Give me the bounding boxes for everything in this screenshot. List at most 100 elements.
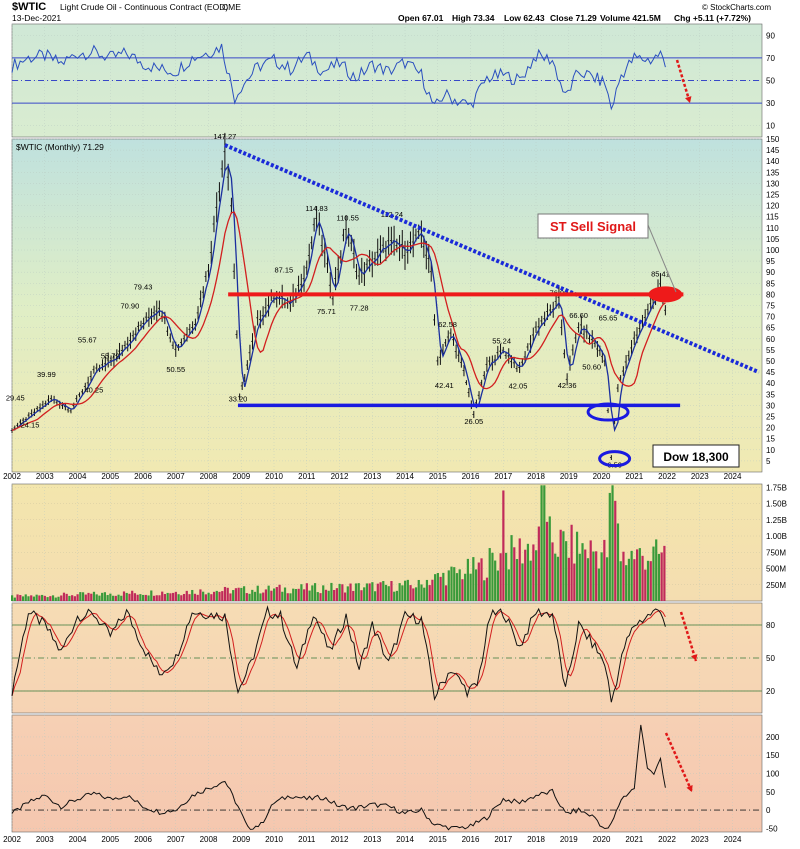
price-tick-label: 20 bbox=[766, 424, 775, 433]
price-tick-label: 10 bbox=[766, 446, 775, 455]
volume-bar bbox=[106, 595, 109, 601]
volume-bar bbox=[319, 593, 322, 601]
volume-bar bbox=[390, 581, 393, 601]
volume-bar bbox=[273, 588, 276, 601]
volume-bar bbox=[663, 545, 666, 601]
stochastic-line bbox=[11, 605, 666, 703]
year-tick-label: 2007 bbox=[167, 472, 185, 481]
price-tick-label: 80 bbox=[766, 290, 775, 299]
volume-bar bbox=[466, 558, 469, 601]
year-tick-label: 2005 bbox=[101, 835, 119, 844]
volume-bar bbox=[172, 592, 175, 601]
price-data-label: 42.41 bbox=[435, 381, 454, 390]
volume-bar bbox=[101, 592, 104, 601]
volume-bar bbox=[122, 591, 126, 601]
price-data-label: 42.36 bbox=[558, 381, 577, 390]
volume-bar bbox=[450, 566, 453, 601]
volume-bar bbox=[436, 572, 439, 601]
volume-tick-label: 1.50B bbox=[766, 500, 787, 509]
volume-bar bbox=[494, 560, 497, 601]
volume-bar bbox=[600, 552, 603, 601]
volume-bar bbox=[455, 573, 459, 601]
volume-bar bbox=[16, 594, 19, 601]
volume-bar bbox=[603, 539, 606, 601]
year-tick-label: 2003 bbox=[36, 472, 54, 481]
chart-date: 13-Dec-2021 bbox=[12, 13, 61, 23]
rsi-tick-label: 10 bbox=[766, 122, 775, 131]
roc-line bbox=[11, 724, 666, 831]
volume-bar bbox=[38, 595, 41, 601]
volume-tick-label: 1.00B bbox=[766, 532, 787, 541]
year-tick-label: 2006 bbox=[134, 472, 152, 481]
volume-bar bbox=[223, 586, 227, 601]
volume-bar bbox=[570, 524, 573, 601]
volume-bar bbox=[155, 595, 158, 601]
volume-bar bbox=[136, 594, 139, 601]
volume-bar bbox=[480, 558, 483, 601]
volume-bar bbox=[322, 585, 325, 601]
volume-bar bbox=[76, 594, 79, 601]
price-data-label: 50.60 bbox=[582, 363, 601, 372]
volume-bar bbox=[535, 550, 538, 601]
volume-bar bbox=[524, 549, 527, 601]
volume-bar bbox=[458, 569, 461, 601]
price-tick-label: 45 bbox=[766, 368, 775, 377]
volume-bar bbox=[586, 558, 590, 601]
volume-bar bbox=[474, 569, 478, 601]
volume-bar bbox=[300, 584, 303, 601]
volume-bar bbox=[592, 551, 595, 601]
price-data-label: 70.90 bbox=[121, 302, 140, 311]
volume-bar bbox=[202, 591, 205, 601]
volume-bar bbox=[147, 595, 150, 601]
volume-bar bbox=[444, 585, 448, 601]
price-tick-label: 150 bbox=[766, 135, 780, 144]
volume-bar bbox=[196, 594, 199, 601]
rsi-line bbox=[11, 43, 666, 111]
volume-bar bbox=[24, 594, 27, 601]
volume-bar bbox=[144, 594, 147, 601]
volume-bar bbox=[434, 574, 437, 601]
volume-bar bbox=[412, 588, 415, 601]
dow-label: Dow 18,300 bbox=[663, 450, 729, 464]
price-tick-label: 95 bbox=[766, 257, 775, 266]
year-tick-label: 2020 bbox=[593, 472, 611, 481]
volume-bar bbox=[346, 586, 349, 601]
price-tick-label: 140 bbox=[766, 157, 780, 166]
volume-bar bbox=[562, 531, 565, 601]
price-data-label: 85.41 bbox=[651, 269, 670, 278]
volume-bar bbox=[237, 587, 240, 601]
volume-bar bbox=[234, 588, 237, 601]
downtrend-line bbox=[224, 143, 760, 374]
volume-bar bbox=[472, 557, 475, 601]
volume-bar bbox=[365, 583, 369, 601]
volume-bar bbox=[354, 583, 358, 601]
volume-bar bbox=[518, 538, 521, 601]
volume-bar bbox=[71, 595, 74, 601]
roc-tick-label: 150 bbox=[766, 751, 780, 760]
volume-bar bbox=[409, 585, 412, 601]
year-tick-label: 2022 bbox=[658, 472, 676, 481]
volume-bar bbox=[139, 594, 142, 601]
year-tick-label: 2013 bbox=[363, 472, 381, 481]
volume-bar bbox=[316, 592, 319, 601]
year-tick-label: 2024 bbox=[724, 835, 742, 844]
volume-bar bbox=[423, 587, 426, 601]
volume-bar bbox=[584, 549, 587, 601]
year-tick-label: 2009 bbox=[232, 835, 250, 844]
volume-bar bbox=[278, 584, 281, 601]
volume-bar bbox=[81, 592, 85, 601]
volume-bar bbox=[84, 594, 87, 601]
volume-bar bbox=[605, 557, 609, 601]
volume-bar bbox=[556, 556, 560, 601]
rsi-tick-label: 70 bbox=[766, 54, 775, 63]
volume-bar bbox=[395, 590, 399, 601]
stochastic-down-arrow bbox=[679, 611, 698, 662]
year-tick-label: 2011 bbox=[298, 472, 316, 481]
volume-bar bbox=[548, 516, 551, 601]
year-tick-label: 2017 bbox=[494, 835, 512, 844]
year-tick-label: 2015 bbox=[429, 472, 447, 481]
year-tick-label: 2018 bbox=[527, 835, 545, 844]
volume-bar bbox=[21, 596, 25, 601]
year-tick-label: 2017 bbox=[494, 472, 512, 481]
volume-bar bbox=[616, 523, 620, 601]
